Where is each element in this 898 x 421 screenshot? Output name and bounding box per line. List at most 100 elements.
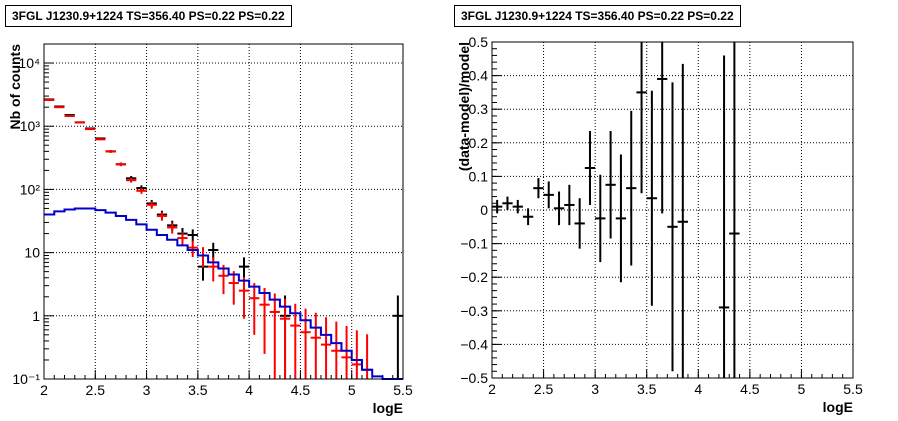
- data-point: [718, 55, 730, 378]
- y-tick-label: 0.3: [469, 101, 489, 117]
- y-tick-label: 0: [480, 202, 488, 218]
- data-point: [249, 283, 260, 335]
- data-point: [553, 191, 565, 226]
- data-point: [522, 208, 534, 226]
- data-point: [646, 90, 658, 306]
- x-tick-label: 4.5: [740, 381, 760, 397]
- series-1: [44, 98, 373, 379]
- x-tick-label: 2: [488, 381, 496, 397]
- data-point: [54, 106, 65, 109]
- data-point: [667, 82, 678, 372]
- data-point: [502, 196, 513, 210]
- y-axis-title: Nb of counts: [7, 44, 23, 130]
- y-tick-label: 1: [32, 308, 40, 324]
- y-tick-label: −0.4: [460, 336, 488, 352]
- x-tick-label: 5: [348, 382, 356, 398]
- data-point: [95, 138, 106, 141]
- y-tick-label: 10²: [20, 181, 41, 197]
- x-tick-label: 3.5: [637, 381, 657, 397]
- data-point: [177, 232, 188, 246]
- x-tick-label: 4.5: [291, 382, 311, 398]
- y-tick-label: 0.5: [469, 34, 489, 50]
- data-point: [167, 222, 178, 234]
- data-point: [187, 229, 198, 243]
- data-point: [595, 174, 606, 263]
- x-tick-label: 4: [694, 381, 702, 397]
- x-tick-label: 3.5: [188, 382, 208, 398]
- data-point: [512, 199, 523, 214]
- y-tick-label: −0.3: [460, 303, 488, 319]
- x-tick-label: 3: [591, 381, 599, 397]
- data-point: [238, 257, 250, 281]
- data-point: [238, 277, 250, 319]
- chart-1-title: 3FGL J1230.9+1224 TS=356.40 PS=0.22 PS=0…: [5, 5, 292, 27]
- data-point: [331, 321, 342, 379]
- x-tick-label: 5.5: [393, 382, 413, 398]
- data-point: [115, 162, 127, 167]
- data-point: [105, 150, 116, 153]
- data-point: [156, 211, 168, 221]
- data-point: [492, 199, 503, 214]
- y-tick-label: 0.1: [469, 168, 489, 184]
- data-point: [259, 288, 270, 354]
- x-tick-label: 2.5: [534, 381, 554, 397]
- series-0: [492, 42, 740, 378]
- data-point: [320, 317, 332, 379]
- data-point: [677, 63, 688, 378]
- data-point: [584, 131, 596, 205]
- data-point: [85, 128, 96, 131]
- data-point: [543, 181, 554, 209]
- data-point: [44, 98, 55, 101]
- y-tick-label: 10⁴: [18, 55, 40, 71]
- data-point: [146, 201, 157, 209]
- data-point: [279, 298, 291, 379]
- y-tick-label: 0.2: [469, 135, 489, 151]
- chart-2-residuals: 2 2.5 3 3.5 4 4.5 5 5.5 −0.5 −0.4 −0.3 −0.2 −0.1 0 0.1…: [456, 34, 863, 415]
- data-point: [290, 303, 301, 379]
- y-tick-label: 0.4: [469, 68, 489, 84]
- data-point: [310, 312, 321, 379]
- data-point: [74, 121, 86, 124]
- data-point: [64, 115, 75, 118]
- plot-area: [44, 44, 403, 379]
- plot-frame: [491, 41, 854, 379]
- data-point: [605, 131, 616, 239]
- data-point: [218, 264, 229, 295]
- x-tick-label: 5: [798, 381, 806, 397]
- data-point: [228, 271, 239, 305]
- data-point: [615, 154, 627, 283]
- data-point: [564, 184, 575, 226]
- data-point: [126, 177, 137, 183]
- data-point: [657, 42, 668, 214]
- y-tick-label: −0.1: [460, 236, 488, 252]
- plot-frame: [43, 43, 404, 380]
- y-tick-label: −0.2: [460, 269, 488, 285]
- data-point: [626, 110, 637, 266]
- y-tick-label: −0.5: [460, 370, 488, 386]
- data-point: [351, 330, 362, 379]
- x-tick-label: 4: [245, 382, 253, 398]
- data-point: [574, 198, 585, 249]
- y-axis-title: (data-model)/model: [456, 42, 472, 171]
- x-tick-label: 3: [143, 382, 151, 398]
- data-point: [187, 240, 198, 258]
- x-tick-label: 5.5: [843, 381, 863, 397]
- data-point: [208, 257, 219, 282]
- series-2: [44, 207, 403, 380]
- data-point: [729, 42, 740, 378]
- model-step-line: [44, 207, 403, 380]
- chart-2-title: 3FGL J1230.9+1224 TS=356.40 PS=0.22 PS=0…: [454, 5, 741, 27]
- data-point: [341, 325, 352, 379]
- x-axis-title: logE: [373, 400, 403, 416]
- x-tick-label: 2: [40, 382, 48, 398]
- data-point: [269, 293, 280, 379]
- x-axis-title: logE: [823, 399, 853, 415]
- data-point: [208, 242, 219, 260]
- data-point: [392, 295, 403, 379]
- chart-1-counts: 2 2.5 3 3.5 4 4.5 5 5.5 10⁻¹ 1 10 10² 10³ 10⁴ logE Nb o…: [7, 43, 413, 416]
- data-point: [636, 42, 647, 194]
- y-tick-label: 10: [24, 245, 40, 261]
- y-tick-label: 10⁻¹: [12, 371, 40, 387]
- y-tick-label: 10³: [20, 118, 41, 134]
- data-point: [533, 178, 544, 199]
